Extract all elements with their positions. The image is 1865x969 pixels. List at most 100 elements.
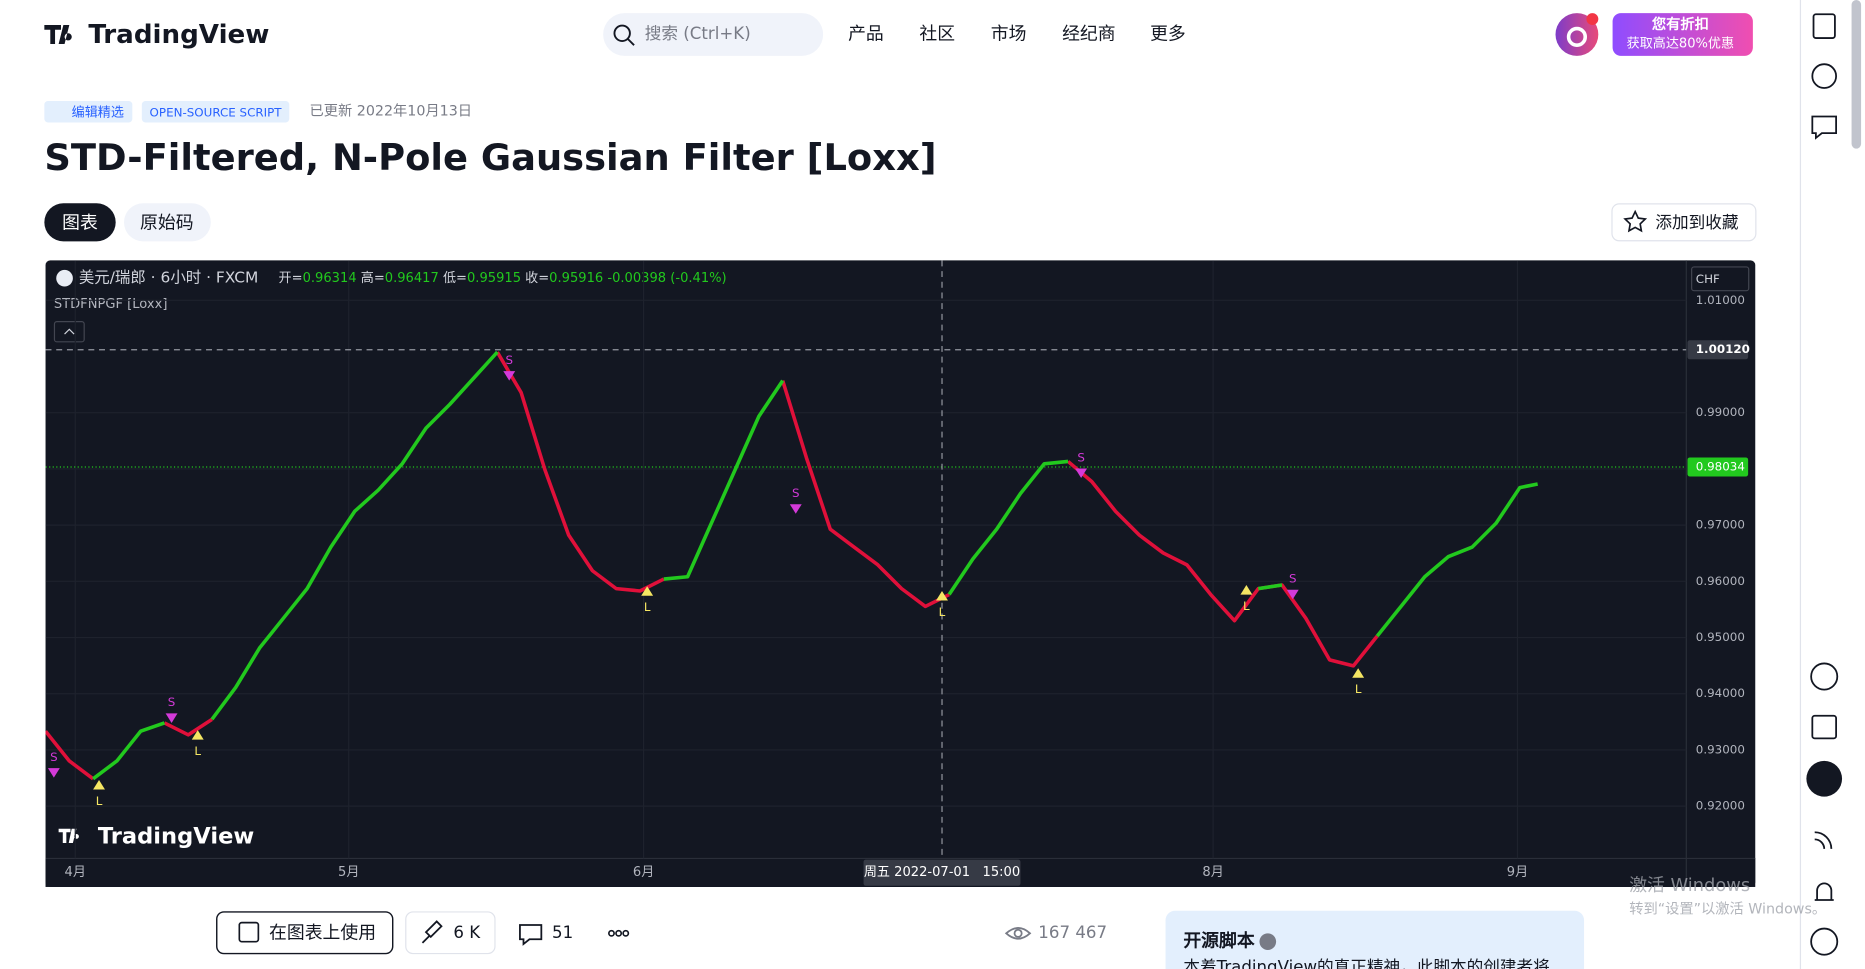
signal-label: S	[792, 486, 800, 500]
signal-label: S	[50, 750, 58, 764]
signal-label: S	[1077, 450, 1085, 464]
ohlc-value: 0.96417	[385, 271, 439, 286]
signal-marker	[1286, 589, 1299, 600]
open-source-text: 本着TradingView的真正精神，此脚本的创建者将	[1183, 957, 1549, 969]
signal-label: L	[1355, 682, 1362, 696]
x-tick-label: 9月	[1507, 865, 1528, 880]
nav-item[interactable]: 更多	[1150, 23, 1186, 44]
signal-label: L	[644, 600, 651, 614]
help-badge[interactable]	[1259, 933, 1277, 950]
crosshair-y-tag	[1687, 340, 1749, 360]
os-notice: 转到“设置”以激活 Windows。	[1629, 901, 1826, 918]
comment-icon[interactable]	[519, 924, 543, 946]
y-tick-label: 0.97000	[1696, 518, 1745, 532]
use-button[interactable]	[216, 911, 394, 955]
y-tick-label: 0.94000	[1696, 686, 1745, 700]
logo[interactable]: TradingView	[44, 20, 269, 50]
avatar[interactable]	[1555, 13, 1599, 56]
logo-text: TradingView	[88, 20, 269, 50]
chart-widget[interactable]: 美元/瑞郎 · 6小时 · FXCM 开=0.96314 高=0.96417 低…	[45, 260, 1756, 887]
signal-marker	[93, 779, 105, 790]
ohlc-label: 开=	[279, 271, 303, 286]
signal-marker	[191, 730, 204, 740]
signal-marker	[503, 371, 516, 381]
chat-icon[interactable]	[1811, 115, 1837, 140]
script-title: STD-Filtered, N-Pole Gaussian Filter [Lo…	[44, 136, 936, 179]
ohlc-label: 高=	[361, 270, 385, 286]
script-meta: 编辑精选 OPEN-SOURCE SCRIPT 已更新 2022年10月13日	[44, 101, 472, 123]
right-toolbar	[1799, 0, 1862, 969]
promo-text: 获取高达80%优惠	[1627, 35, 1734, 51]
views-icon	[1013, 928, 1023, 938]
boost-button[interactable]	[405, 911, 496, 955]
tab-active[interactable]	[44, 203, 116, 242]
y-tick-label: 1.01000	[1696, 293, 1745, 307]
tab-label: 图表	[62, 213, 98, 234]
currency-box	[1691, 266, 1750, 292]
use-icon	[238, 921, 260, 943]
signal-label: L	[939, 605, 946, 619]
collapse-icon	[64, 328, 75, 335]
more-button[interactable]	[608, 929, 630, 937]
filter-line	[45, 351, 1379, 781]
signal-marker	[47, 768, 60, 778]
apps-icon[interactable]	[1806, 760, 1843, 797]
y-tick-label: 0.93000	[1696, 742, 1745, 756]
os-notice: 激活 Windows	[1629, 875, 1750, 896]
signal-label: L	[194, 744, 201, 758]
favorite-label: 添加到收藏	[1655, 213, 1738, 232]
use-label: 在图表上使用	[269, 922, 376, 943]
watermark: TradingView	[58, 824, 254, 850]
collapse-button[interactable]	[53, 321, 85, 343]
watchlist-icon[interactable]	[1812, 13, 1836, 39]
updated-date: 已更新 2022年10月13日	[309, 103, 472, 120]
search-icon	[613, 24, 631, 42]
ideas-icon[interactable]	[1810, 662, 1839, 691]
badge	[44, 101, 133, 123]
stream-icon[interactable]	[1814, 831, 1833, 850]
badge-text: 编辑精选	[72, 105, 124, 120]
views-count: 167 467	[1038, 923, 1107, 942]
tab-label: 原始码	[140, 213, 193, 234]
badge-text: OPEN-SOURCE SCRIPT	[150, 105, 283, 119]
signal-label: S	[505, 353, 513, 367]
x-tick-label: 4月	[65, 865, 86, 880]
tab[interactable]	[124, 203, 211, 242]
nav-item[interactable]: 社区	[919, 23, 955, 44]
boost-icon	[421, 920, 443, 944]
ohlc-label: 收=	[525, 271, 549, 286]
views-icon	[1004, 927, 1032, 940]
nav-item[interactable]: 产品	[848, 23, 884, 44]
badge	[141, 101, 290, 123]
signal-marker	[1075, 468, 1088, 479]
flag-icon	[56, 269, 73, 287]
crosshair-y-label: 1.00120	[1696, 342, 1750, 356]
header: TradingView 搜索 (Ctrl+K) 产品 社区 市场 经纪商 更多 …	[44, 13, 1753, 56]
search-placeholder: 搜索 (Ctrl+K)	[645, 24, 751, 43]
signal-marker	[1352, 668, 1365, 678]
favorite-button[interactable]	[1611, 203, 1757, 242]
symbol: 美元/瑞郎 · 6小时 · FXCM	[79, 269, 259, 287]
notifications-icon[interactable]	[1814, 882, 1834, 901]
last-price-label: 0.98034	[1696, 459, 1745, 473]
alerts-icon[interactable]	[1811, 63, 1837, 89]
currency: CHF	[1696, 272, 1720, 286]
change: -0.00398 (-0.41%)	[607, 271, 726, 286]
ohlc-value: 0.95915	[467, 271, 521, 286]
help-icon[interactable]	[1810, 927, 1839, 956]
signal-label: S	[168, 695, 176, 709]
indicator-name: STDFNPGF [Loxx]	[54, 297, 168, 312]
signal-label: S	[1289, 572, 1297, 586]
actions: 在图表上使用 6 K 51 167 467 开源脚本 本着TradingView…	[216, 875, 1826, 969]
nav-item[interactable]: 经纪商	[1062, 23, 1116, 44]
promo-button[interactable]: 您有折扣 获取高达80%优惠	[1612, 13, 1753, 56]
ohlc-legend: 开=0.96314 高=0.96417 低=0.95915 收=0.95916 …	[279, 270, 727, 286]
nav-item[interactable]: 市场	[991, 23, 1027, 44]
x-tick-label: 6月	[633, 865, 654, 880]
search[interactable]: 搜索 (Ctrl+K)	[603, 13, 824, 56]
promo-bg	[1612, 13, 1753, 56]
crosshair-x-label: 周五 2022-07-01 15:00	[864, 865, 1020, 880]
calendar-icon[interactable]	[1811, 714, 1837, 740]
y-tick-label: 0.96000	[1696, 574, 1745, 588]
